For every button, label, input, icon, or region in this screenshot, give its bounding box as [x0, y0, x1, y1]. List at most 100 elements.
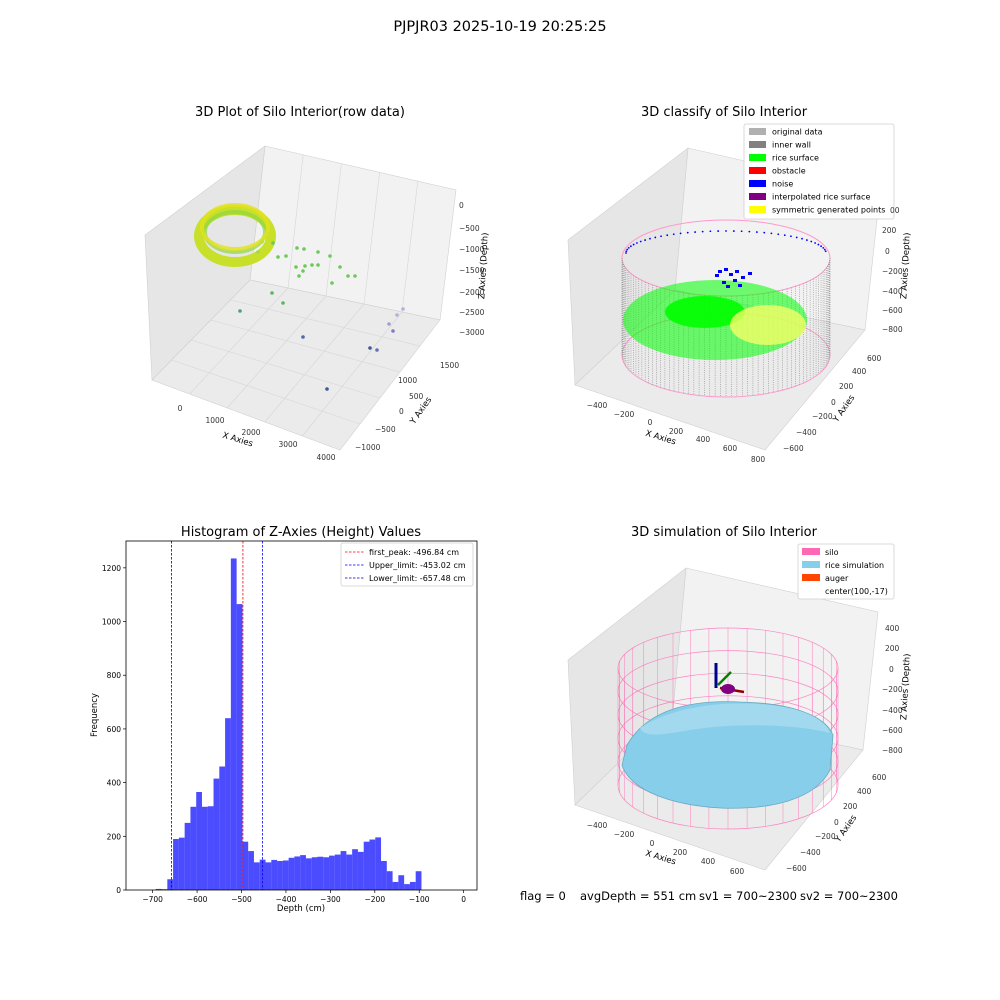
- raw-outlier-point: [301, 269, 305, 273]
- histogram-bar: [305, 858, 312, 890]
- classify-noise-point: [724, 268, 728, 271]
- classify-noise-points: [625, 230, 827, 288]
- classify-noise-point: [660, 235, 662, 238]
- raw-outlier-point: [271, 241, 275, 245]
- histogram-bar: [415, 871, 422, 890]
- classify-noise-point: [644, 239, 646, 241]
- raw-y-tick-0: −1000: [355, 443, 381, 452]
- classify-noise-point: [632, 243, 635, 246]
- raw-outlier-point: [353, 274, 357, 278]
- raw-outlier-point: [310, 263, 314, 267]
- classify-noise-point: [790, 235, 792, 238]
- histogram-x-tick-label: −500: [231, 895, 252, 904]
- histogram-bar: [334, 854, 341, 890]
- panel-raw-3d: 3D Plot of Silo Interior(row data) 0 100…: [144, 105, 491, 462]
- raw-outlier-point: [303, 264, 307, 268]
- sim-legend-silo: silo: [825, 548, 839, 557]
- histogram-plot-area: −700 −600 −500 −400 −300 −200 −100 0 0 200 400 600 8…: [102, 540, 478, 904]
- classify-noise-point: [823, 248, 826, 251]
- panel-histogram: Histogram of Z-Axies (Height) Values −70…: [90, 525, 478, 914]
- classify-legend-label: original data: [772, 128, 823, 137]
- classify-noise-point: [639, 240, 642, 243]
- histogram-bar: [155, 888, 162, 890]
- classify-noise-point: [822, 246, 825, 249]
- histogram-bar: [190, 806, 197, 890]
- raw-z-tick-3: −1500: [459, 266, 485, 275]
- histogram-bar: [294, 856, 301, 890]
- histogram-x-tick-label: −400: [276, 895, 297, 904]
- sim-z-label: Z Axies (Depth): [899, 653, 912, 720]
- histogram-bar: [404, 884, 410, 890]
- histogram-x-tick-label: −300: [320, 895, 341, 904]
- classify-noise-point: [733, 279, 737, 282]
- histogram-bar: [300, 855, 306, 890]
- classify-legend-swatch: [749, 141, 766, 148]
- classify-noise-point: [740, 230, 743, 233]
- histogram-bar: [219, 766, 226, 890]
- raw-outlier-point: [391, 329, 395, 333]
- histogram-frame: [125, 540, 478, 891]
- raw-outlier-point: [281, 301, 285, 305]
- raw-outlier-point: [270, 291, 274, 295]
- histogram-bar: [207, 806, 214, 890]
- classify-y-tick-1: −400: [796, 428, 817, 437]
- panel-simulation-3d: 3D simulation of Silo Interior silo rice…: [567, 525, 913, 876]
- sim-y-tick-6: 600: [872, 773, 887, 782]
- classify-noise-point: [649, 237, 651, 240]
- classify-noise-point: [715, 274, 719, 277]
- raw-point-cluster: [194, 203, 276, 267]
- classify-x-tick-6: 800: [751, 455, 766, 464]
- classify-noise-point: [654, 236, 657, 239]
- raw-x-tick-4: 4000: [316, 453, 335, 462]
- raw-outlier-point: [297, 274, 301, 278]
- raw-z-tick-6: −3000: [459, 328, 485, 337]
- classify-x-tick-1: −200: [614, 410, 635, 419]
- classify-noise-point: [801, 237, 803, 240]
- classify-noise-point: [741, 276, 745, 279]
- classify-noise-point: [756, 231, 758, 233]
- raw-outlier-point: [301, 335, 305, 339]
- histogram-y-tick-label: 800: [107, 671, 122, 680]
- classify-x-tick-0: −400: [587, 401, 608, 410]
- legend-lower-limit: Lower_limit: -657.48 cm: [369, 574, 466, 583]
- raw-outlier-points: [238, 240, 405, 391]
- classify-x-tick-5: 600: [723, 444, 738, 453]
- classify-legend-swatch: [749, 154, 766, 161]
- panel-classify-3d-title: 3D classify of Silo Interior: [641, 105, 808, 120]
- classify-z-tick-3: −400: [882, 287, 903, 296]
- sim-z-tick-5: −600: [882, 726, 903, 735]
- classify-noise-point: [814, 242, 817, 244]
- classify-noise-point: [795, 236, 798, 239]
- raw-y-tick-1: −500: [375, 425, 396, 434]
- classify-noise-point: [679, 232, 682, 235]
- footer-sv1: sv1 = 700~2300: [699, 889, 797, 903]
- raw-grid-line: [264, 303, 365, 423]
- classify-noise-point: [709, 230, 712, 233]
- histogram-x-tick-label: 0: [461, 895, 466, 904]
- histogram-background: [126, 541, 477, 890]
- classify-legend-swatch: [749, 128, 766, 135]
- legend-first-peak: first_peak: -496.84 cm: [369, 548, 459, 557]
- sim-legend: silo rice simulation auger center(100,-1…: [797, 543, 895, 600]
- classify-noise-point: [738, 284, 742, 287]
- raw-x-tick-2: 2000: [241, 428, 260, 437]
- histogram-bar: [242, 841, 249, 890]
- footer-flag: flag = 0: [520, 889, 566, 903]
- sim-z-tick-1: 200: [885, 644, 900, 653]
- classify-z-tick-top: 00: [890, 206, 900, 215]
- histogram-bar: [340, 851, 347, 890]
- histogram-bar: [253, 862, 260, 890]
- raw-outlier-point: [238, 309, 242, 313]
- sim-z-tick-2: 0: [889, 665, 894, 674]
- histogram-y-tick-label: 1200: [102, 564, 121, 573]
- classify-z-label: Z Axies (Depth): [899, 232, 912, 299]
- raw-grid-line: [226, 295, 327, 409]
- histogram-bar: [311, 857, 318, 890]
- raw-outlier-point: [368, 346, 372, 350]
- histogram-bar: [230, 558, 237, 890]
- histogram-x-tick-label: −100: [409, 895, 430, 904]
- raw-outlier-point: [395, 313, 399, 317]
- histogram-bar: [323, 857, 330, 890]
- histogram-bar: [369, 839, 376, 890]
